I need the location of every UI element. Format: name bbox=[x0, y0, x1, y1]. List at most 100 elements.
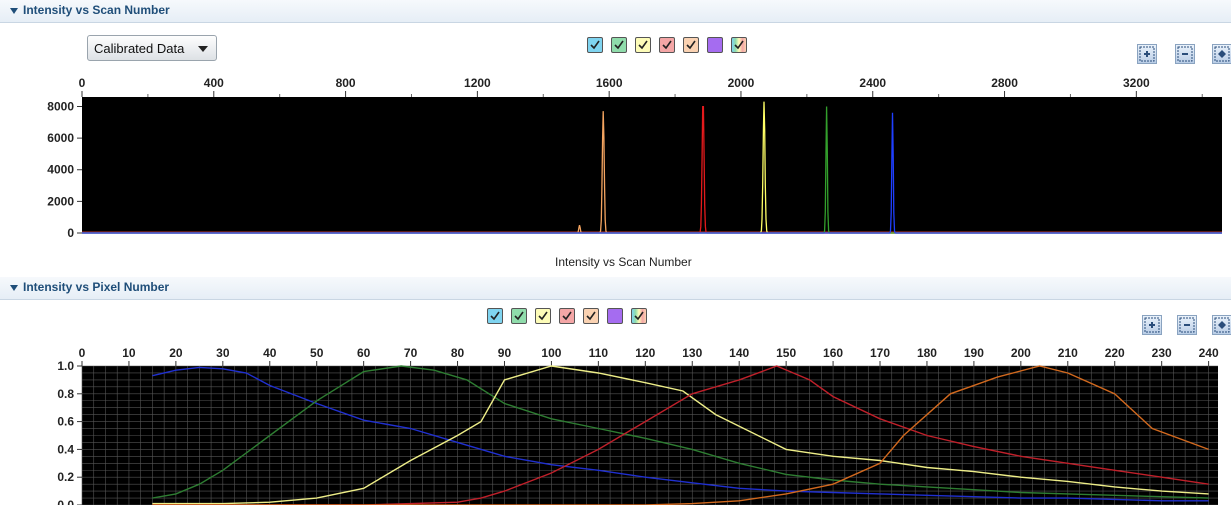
checkmark-icon bbox=[734, 40, 744, 50]
zoom-in-icon bbox=[1144, 317, 1160, 333]
y-tick-label: 6000 bbox=[47, 131, 74, 145]
x-tick-label: 110 bbox=[589, 346, 609, 360]
yellow-dye-checkbox[interactable] bbox=[635, 37, 651, 53]
x-tick-label: 210 bbox=[1058, 346, 1078, 360]
y-tick-label: 0.0 bbox=[57, 498, 74, 505]
green-dye-checkbox[interactable] bbox=[511, 308, 527, 324]
zoom-out-icon bbox=[1177, 46, 1193, 62]
zoom-in-button[interactable] bbox=[1137, 44, 1157, 64]
series-line-3 bbox=[152, 365, 1209, 505]
x-tick-label: 190 bbox=[964, 346, 984, 360]
y-tick-label: 2000 bbox=[47, 194, 74, 208]
zoom-out-button[interactable] bbox=[1177, 315, 1197, 335]
y-tick-label: 0.2 bbox=[57, 470, 74, 484]
x-tick-label: 70 bbox=[404, 346, 418, 360]
y-tick-label: 0.4 bbox=[57, 442, 74, 456]
checkmark-icon bbox=[586, 311, 596, 321]
series-line-4 bbox=[82, 112, 1222, 234]
panel2-title-text: Intensity vs Pixel Number bbox=[23, 280, 170, 294]
y-tick-label: 4000 bbox=[47, 163, 74, 177]
zoom-reset-icon bbox=[1214, 46, 1230, 62]
x-tick-label: 170 bbox=[870, 346, 890, 360]
x-tick-label: 80 bbox=[451, 346, 465, 360]
x-tick-label: 20 bbox=[169, 346, 183, 360]
dye-checkbox-row bbox=[487, 308, 687, 328]
zoom-out-icon bbox=[1179, 317, 1195, 333]
data-type-dropdown[interactable]: Calibrated Data bbox=[87, 35, 217, 61]
x-tick-label: 230 bbox=[1152, 346, 1172, 360]
checkmark-icon bbox=[634, 311, 644, 321]
x-tick-label: 100 bbox=[541, 346, 561, 360]
checkmark-icon bbox=[538, 311, 548, 321]
x-tick-label: 220 bbox=[1105, 346, 1125, 360]
scan-intensity-chart: 0 400 800 1200 1600 2000 2400 2800 3200 0 2000 4000… bbox=[47, 76, 1222, 240]
chart1-caption: Intensity vs Scan Number bbox=[555, 255, 692, 269]
x-tick-label: 140 bbox=[729, 346, 749, 360]
panel1-header[interactable]: Intensity vs Scan Number bbox=[0, 0, 1231, 23]
orange-dye-checkbox[interactable] bbox=[583, 308, 599, 324]
blue-dye-checkbox[interactable] bbox=[587, 37, 603, 53]
x-tick-label: 120 bbox=[635, 346, 655, 360]
panel2-title[interactable]: Intensity vs Pixel Number bbox=[10, 280, 169, 294]
checkmark-icon bbox=[662, 40, 672, 50]
x-tick-label: 90 bbox=[498, 346, 512, 360]
zoom-out-button[interactable] bbox=[1175, 44, 1195, 64]
x-tick-label: 0 bbox=[79, 76, 86, 90]
purple-dye-checkbox[interactable] bbox=[607, 308, 623, 324]
all-dyes-checkbox[interactable] bbox=[631, 308, 647, 324]
y-tick-label: 0.8 bbox=[57, 387, 74, 401]
checkmark-icon bbox=[614, 40, 624, 50]
y-tick-label: 8000 bbox=[47, 99, 74, 113]
y-tick-label: 0.6 bbox=[57, 415, 74, 429]
x-tick-label: 1600 bbox=[596, 76, 623, 90]
dye-checkbox-row bbox=[587, 37, 787, 57]
zoom-in-icon bbox=[1139, 46, 1155, 62]
x-tick-label: 0 bbox=[79, 346, 86, 360]
zoom-reset-button[interactable] bbox=[1212, 44, 1231, 64]
x-tick-label: 200 bbox=[1011, 346, 1031, 360]
zoom-reset-button[interactable] bbox=[1212, 315, 1231, 335]
x-tick-label: 2000 bbox=[728, 76, 755, 90]
x-tick-label: 30 bbox=[216, 346, 230, 360]
panel2-header[interactable]: Intensity vs Pixel Number bbox=[0, 277, 1231, 300]
collapse-triangle-icon[interactable] bbox=[10, 284, 18, 291]
x-tick-label: 3200 bbox=[1123, 76, 1150, 90]
panel1-title[interactable]: Intensity vs Scan Number bbox=[10, 3, 170, 17]
checkmark-icon bbox=[686, 40, 696, 50]
x-tick-label: 50 bbox=[310, 346, 324, 360]
series-line-1 bbox=[152, 365, 1209, 499]
x-tick-label: 10 bbox=[122, 346, 136, 360]
x-tick-label: 800 bbox=[336, 76, 356, 90]
chevron-down-icon bbox=[198, 46, 208, 52]
plot-area bbox=[82, 97, 1222, 233]
panel1-title-text: Intensity vs Scan Number bbox=[23, 3, 170, 17]
x-tick-label: 400 bbox=[204, 76, 224, 90]
all-dyes-checkbox[interactable] bbox=[731, 37, 747, 53]
series-line-2 bbox=[152, 365, 1209, 505]
series-line-0 bbox=[152, 366, 1209, 502]
orange-dye-checkbox[interactable] bbox=[683, 37, 699, 53]
green-dye-checkbox[interactable] bbox=[611, 37, 627, 53]
y-tick-label: 0 bbox=[67, 226, 74, 240]
collapse-triangle-icon[interactable] bbox=[10, 7, 18, 14]
checkmark-icon bbox=[490, 311, 500, 321]
blue-dye-checkbox[interactable] bbox=[487, 308, 503, 324]
x-tick-label: 2800 bbox=[991, 76, 1018, 90]
x-tick-label: 60 bbox=[357, 346, 371, 360]
red-dye-checkbox[interactable] bbox=[659, 37, 675, 53]
x-tick-label: 240 bbox=[1199, 346, 1219, 360]
zoom-in-button[interactable] bbox=[1142, 315, 1162, 335]
x-tick-label: 130 bbox=[682, 346, 702, 360]
x-tick-label: 1200 bbox=[464, 76, 491, 90]
x-tick-label: 160 bbox=[823, 346, 843, 360]
yellow-dye-checkbox[interactable] bbox=[535, 308, 551, 324]
x-tick-label: 180 bbox=[917, 346, 937, 360]
purple-dye-checkbox[interactable] bbox=[707, 37, 723, 53]
checkmark-icon bbox=[562, 311, 572, 321]
checkmark-icon bbox=[590, 40, 600, 50]
x-tick-label: 2400 bbox=[859, 76, 886, 90]
checkmark-icon bbox=[514, 311, 524, 321]
y-tick-label: 1.0 bbox=[57, 359, 74, 373]
red-dye-checkbox[interactable] bbox=[559, 308, 575, 324]
x-tick-label: 150 bbox=[776, 346, 796, 360]
